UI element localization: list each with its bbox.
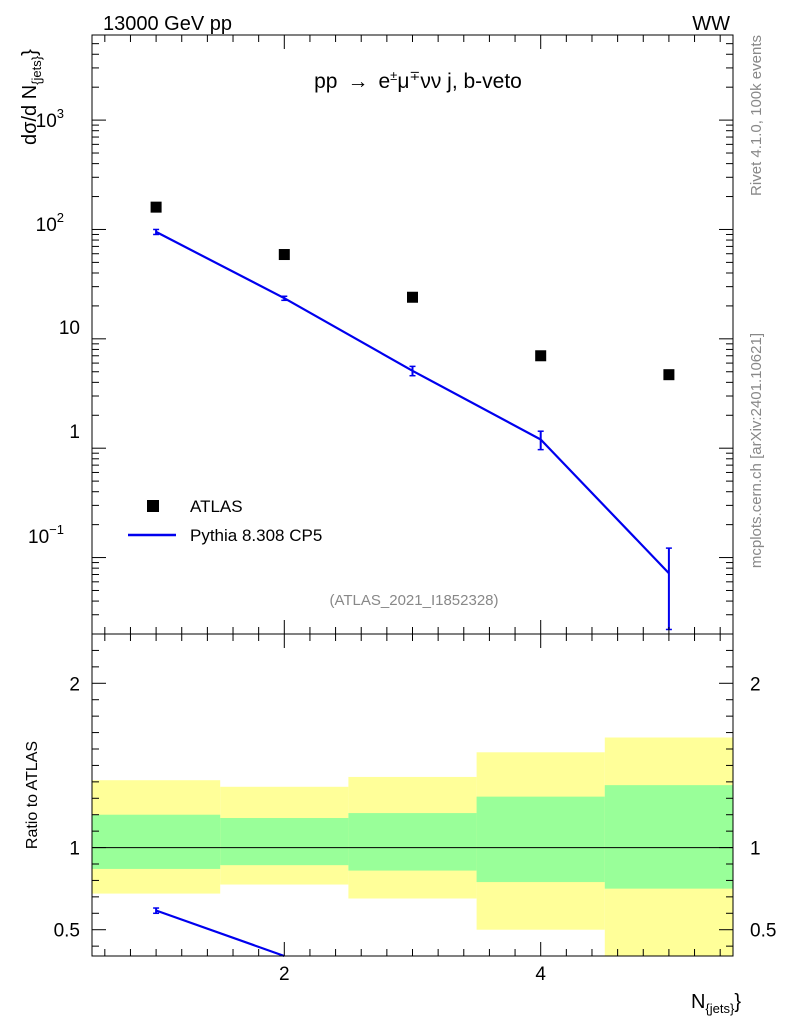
ratio-ytick-label-right: 0.5 [750, 921, 776, 942]
ytick-label-1000: 103 [36, 106, 64, 132]
xtick-label: 4 [535, 964, 546, 985]
process-label: WW [692, 13, 730, 35]
ratio-y-axis-label: Ratio to ATLAS [24, 741, 41, 849]
legend-label-pythia: Pythia 8.308 CP5 [190, 526, 322, 545]
ratio-ytick-label-right: 1 [750, 839, 761, 860]
ytick-label-10: 10 [59, 318, 80, 339]
atlas-data-point [663, 369, 675, 381]
mcplots-label: mcplots.cern.ch [arXiv:2401.10621] [748, 333, 765, 568]
ratio-ytick-label-left: 0.5 [54, 921, 80, 942]
ytick-label-1: 1 [69, 422, 80, 443]
y-tick-labels: 103 102 10 1 10−1 [28, 106, 80, 548]
y-axis-label: dσ/d N{jets}} [19, 49, 44, 145]
main-panel: 103 102 10 1 10−1 dσ/d N{jets}} pp → e±μ∓ν… [19, 34, 734, 635]
analysis-watermark: (ATLAS_2021_I1852328) [329, 592, 498, 609]
ratio-band-inner [220, 818, 349, 866]
chart-title: pp → e±μ∓νν j, b-veto [314, 68, 522, 93]
atlas-data-point [535, 350, 547, 362]
energy-label: 13000 GeV pp [103, 13, 232, 35]
atlas-data-point [407, 291, 418, 303]
legend-marker-atlas [147, 500, 159, 512]
ratio-panel: 0.5 0.5 1 1 2 2 2 4 Ratio to ATLAS N{jets}} [24, 633, 776, 1016]
legend-label-atlas: ATLAS [190, 497, 243, 516]
x-axis-label: N{jets}} [691, 991, 741, 1016]
atlas-data-point [150, 201, 162, 213]
pythia-line [155, 230, 670, 574]
ratio-band-inner [604, 785, 733, 889]
pythia-ratio-line [155, 909, 285, 958]
ratio-ytick-label-left: 1 [69, 839, 80, 860]
xtick-label: 2 [279, 964, 290, 985]
main-frame [91, 34, 734, 635]
ratio-band-inner [476, 796, 605, 883]
ytick-label-100: 102 [36, 210, 64, 236]
ratio-band-inner [348, 813, 477, 871]
rivet-version-label: Rivet 4.1.0, 100k events [748, 35, 765, 196]
ratio-ytick-label-left: 2 [69, 674, 80, 695]
ratio-band-inner [92, 814, 221, 869]
ratio-ytick-label-right: 2 [750, 674, 761, 695]
legend: ATLAS Pythia 8.308 CP5 [128, 497, 322, 545]
ytick-label-0.1: 10−1 [28, 522, 64, 548]
atlas-data-point [278, 249, 290, 261]
